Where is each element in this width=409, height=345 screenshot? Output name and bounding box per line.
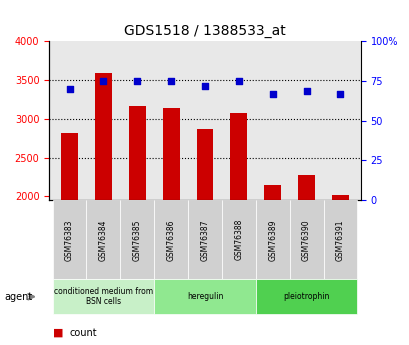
Text: GSM76388: GSM76388 xyxy=(234,219,243,260)
Bar xyxy=(264,185,281,345)
Point xyxy=(336,91,343,97)
Bar xyxy=(162,108,179,345)
Bar xyxy=(230,112,247,345)
Text: GDS1518 / 1388533_at: GDS1518 / 1388533_at xyxy=(124,24,285,38)
Text: ■: ■ xyxy=(53,328,64,338)
Bar xyxy=(196,129,213,345)
Bar xyxy=(128,106,145,345)
Bar xyxy=(61,133,78,345)
Text: GSM76385: GSM76385 xyxy=(133,219,142,260)
Text: pleiotrophin: pleiotrophin xyxy=(283,292,329,301)
Bar xyxy=(95,73,112,345)
Point xyxy=(235,78,242,84)
Bar xyxy=(331,195,348,345)
Text: count: count xyxy=(70,328,97,338)
Point xyxy=(303,88,309,93)
Text: GSM76383: GSM76383 xyxy=(65,219,74,260)
Point xyxy=(100,78,106,84)
Point xyxy=(269,91,275,97)
Text: GSM76391: GSM76391 xyxy=(335,219,344,260)
Text: GSM76389: GSM76389 xyxy=(267,219,276,260)
Point xyxy=(134,78,140,84)
Text: GSM76384: GSM76384 xyxy=(99,219,108,260)
Point xyxy=(201,83,208,89)
Point xyxy=(167,78,174,84)
Bar xyxy=(297,175,314,345)
Text: GSM76390: GSM76390 xyxy=(301,219,310,260)
Text: heregulin: heregulin xyxy=(187,292,222,301)
Text: conditioned medium from
BSN cells: conditioned medium from BSN cells xyxy=(54,287,153,306)
Text: GSM76387: GSM76387 xyxy=(200,219,209,260)
Text: GSM76386: GSM76386 xyxy=(166,219,175,260)
Text: agent: agent xyxy=(4,292,32,302)
Point xyxy=(66,86,73,92)
